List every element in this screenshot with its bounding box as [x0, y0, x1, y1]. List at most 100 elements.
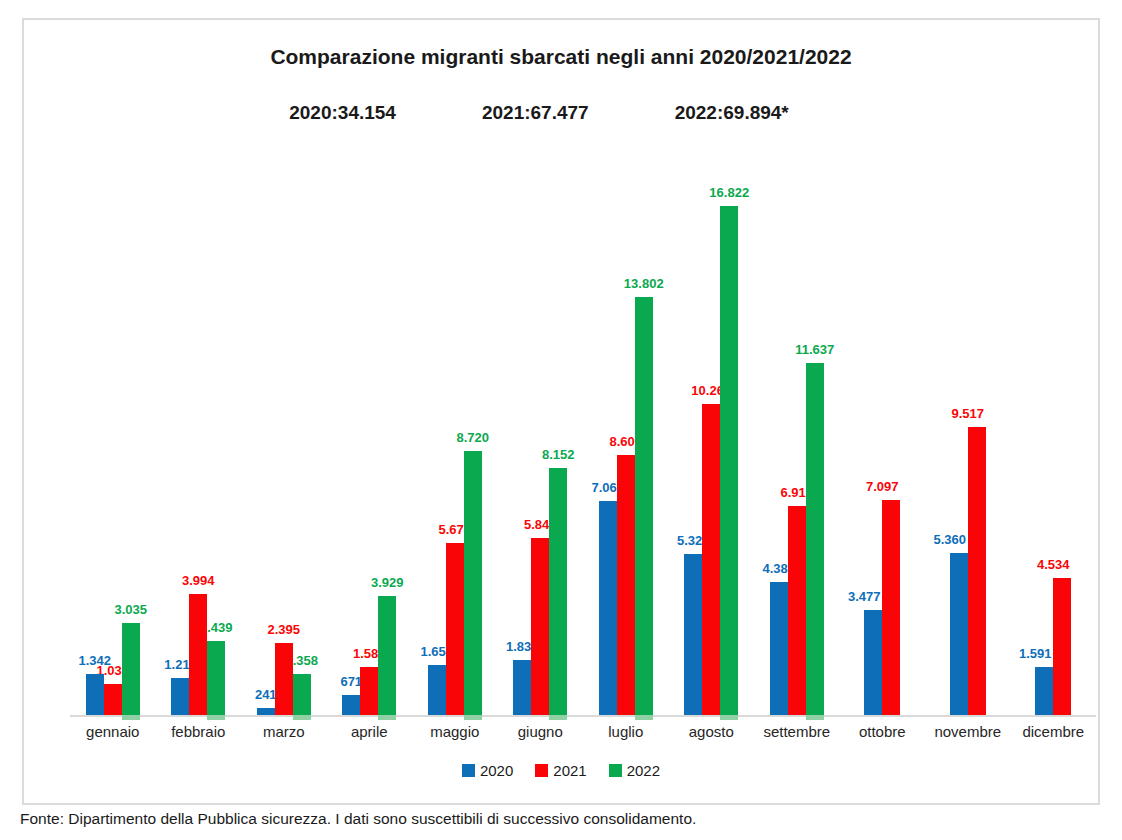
x-label-settembre: settembre — [754, 723, 840, 740]
plot-area: 1.3421.0393.0351.2113.9942.4392412.3951.… — [70, 155, 1096, 717]
x-label-maggio: maggio — [412, 723, 498, 740]
legend-label-2022: 2022 — [627, 762, 660, 779]
page: Comparazione migranti sbarcati negli ann… — [0, 0, 1122, 840]
bar-2020-dicembre — [1035, 667, 1053, 715]
bar-2021-novembre — [968, 427, 986, 715]
month-group-gennaio: 1.3421.0393.035 — [70, 155, 156, 715]
bar-2020-giugno — [513, 660, 531, 715]
x-label-dicembre: dicembre — [1011, 723, 1097, 740]
x-label-agosto: agosto — [669, 723, 755, 740]
x-label-ottobre: ottobre — [840, 723, 926, 740]
month-group-dicembre: 1.5914.534 — [1011, 155, 1097, 715]
total-2021: 2021:67.477 — [482, 102, 589, 124]
legend-swatch-2021 — [535, 764, 548, 777]
bars-agosto — [669, 206, 755, 715]
month-group-ottobre: 3.4777.097 — [840, 155, 926, 715]
x-label-luglio: luglio — [583, 723, 669, 740]
legend-item-2020: 2020 — [462, 762, 513, 779]
bar-2021-marzo — [275, 643, 293, 716]
bar-2020-aprile — [342, 695, 360, 715]
value-label-2022-settembre: 11.637 — [795, 342, 834, 357]
month-group-agosto: 5.32810.26916.822 — [669, 155, 755, 715]
bar-2020-marzo — [257, 708, 275, 715]
value-label-2021-febbraio: 3.994 — [182, 573, 215, 588]
bars-febbraio — [156, 594, 242, 715]
bar-2022-settembre — [806, 363, 824, 715]
x-label-gennaio: gennaio — [70, 723, 156, 740]
month-group-febbraio: 1.2113.9942.439 — [156, 155, 242, 715]
bars-novembre — [925, 427, 1011, 715]
bar-2021-ottobre — [882, 500, 900, 715]
bar-2021-gennaio — [104, 684, 122, 715]
bar-2021-aprile — [360, 667, 378, 715]
value-label-2022-maggio: 8.720 — [456, 430, 489, 445]
bar-2021-luglio — [617, 455, 635, 716]
value-label-2022-gennaio: 3.035 — [114, 602, 147, 617]
bars-ottobre — [840, 500, 926, 715]
legend-label-2020: 2020 — [480, 762, 513, 779]
bar-2020-settembre — [770, 582, 788, 715]
bar-2021-settembre — [788, 506, 806, 715]
value-label-2021-marzo: 2.395 — [267, 622, 300, 637]
bars-aprile — [327, 596, 413, 715]
bars-marzo — [241, 643, 327, 716]
bars-dicembre — [1011, 578, 1097, 715]
bar-2020-gennaio — [86, 674, 104, 715]
bars-giugno — [498, 468, 584, 715]
value-label-2021-dicembre: 4.534 — [1037, 557, 1070, 572]
bar-2022-agosto — [720, 206, 738, 715]
bars-maggio — [412, 451, 498, 715]
month-group-novembre: 5.3609.517 — [925, 155, 1011, 715]
bar-2022-maggio — [464, 451, 482, 715]
bar-2020-ottobre — [864, 610, 882, 715]
bar-2021-dicembre — [1053, 578, 1071, 715]
value-label-2022-luglio: 13.802 — [624, 276, 664, 291]
legend-item-2022: 2022 — [609, 762, 660, 779]
bars-settembre — [754, 363, 840, 715]
bar-2021-febbraio — [189, 594, 207, 715]
source-note: Fonte: Dipartimento della Pubblica sicur… — [20, 810, 696, 828]
x-label-febbraio: febbraio — [156, 723, 242, 740]
month-group-aprile: 6711.5853.929 — [327, 155, 413, 715]
bar-2020-luglio — [599, 501, 617, 715]
x-label-novembre: novembre — [925, 723, 1011, 740]
chart-frame: Comparazione migranti sbarcati negli ann… — [22, 18, 1100, 805]
bar-2020-novembre — [950, 553, 968, 715]
bar-2021-maggio — [446, 543, 464, 715]
bar-2022-luglio — [635, 297, 653, 715]
month-group-luglio: 7.0628.60913.802 — [583, 155, 669, 715]
month-group-maggio: 1.6545.6798.720 — [412, 155, 498, 715]
bar-2022-giugno — [549, 468, 567, 715]
chart-title: Comparazione migranti sbarcati negli ann… — [24, 45, 1098, 69]
bar-2020-agosto — [684, 554, 702, 715]
month-group-settembre: 4.3866.91911.637 — [754, 155, 840, 715]
bar-2022-marzo — [293, 674, 311, 715]
legend-swatch-2020 — [462, 764, 475, 777]
total-2022: 2022:69.894* — [675, 102, 789, 124]
bar-2021-giugno — [531, 538, 549, 715]
legend-swatch-2022 — [609, 764, 622, 777]
x-label-marzo: marzo — [241, 723, 327, 740]
value-label-2022-aprile: 3.929 — [371, 575, 404, 590]
legend: 2020 2021 2022 — [24, 762, 1098, 779]
legend-item-2021: 2021 — [535, 762, 586, 779]
bars-luglio — [583, 297, 669, 715]
bar-2020-maggio — [428, 665, 446, 715]
year-totals: 2020:34.154 2021:67.477 2022:69.894* — [2, 102, 1076, 124]
x-label-aprile: aprile — [327, 723, 413, 740]
total-2020: 2020:34.154 — [289, 102, 396, 124]
bar-2022-gennaio — [122, 623, 140, 715]
month-group-marzo: 2412.3951.358 — [241, 155, 327, 715]
bars-gennaio — [70, 623, 156, 715]
bar-2022-aprile — [378, 596, 396, 715]
value-label-2022-agosto: 16.822 — [709, 185, 749, 200]
bar-2020-febbraio — [171, 678, 189, 715]
value-label-2022-giugno: 8.152 — [542, 447, 575, 462]
value-label-2021-novembre: 9.517 — [951, 406, 984, 421]
bar-2022-febbraio — [207, 641, 225, 715]
value-label-2021-ottobre: 7.097 — [866, 479, 899, 494]
legend-label-2021: 2021 — [553, 762, 586, 779]
bar-2021-agosto — [702, 404, 720, 715]
x-axis-labels: gennaiofebbraiomarzoaprilemaggiogiugnolu… — [70, 723, 1096, 740]
x-label-giugno: giugno — [498, 723, 584, 740]
